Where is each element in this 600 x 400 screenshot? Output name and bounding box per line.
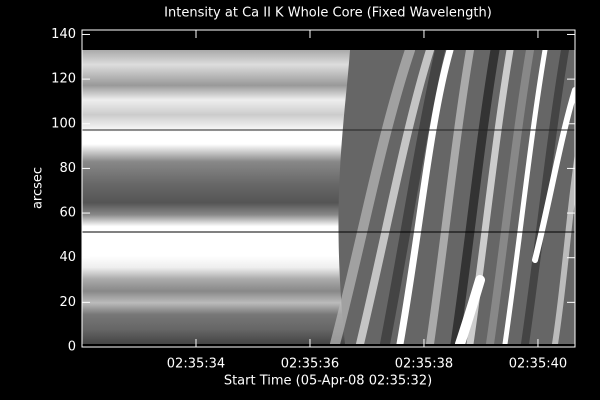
y-tick-label: 80	[59, 161, 76, 176]
y-tick-label: 0	[68, 340, 76, 355]
x-tick-label: 02:35:38	[395, 357, 453, 372]
x-axis-label: Start Time (05-Apr-08 02:35:32)	[224, 374, 432, 389]
x-tick-label: 02:35:40	[509, 357, 567, 372]
chart-title: Intensity at Ca II K Whole Core (Fixed W…	[164, 6, 492, 21]
intensity-image	[82, 50, 575, 344]
plot-frame	[81, 29, 576, 348]
y-tick-label: 60	[59, 206, 76, 221]
y-axis-label: arcsec	[31, 167, 46, 209]
x-tick-label: 02:35:34	[167, 357, 225, 372]
y-tick-label: 20	[59, 295, 76, 310]
y-tick-label: 100	[51, 116, 76, 131]
y-tick-label: 40	[59, 250, 76, 265]
y-tick-label: 120	[51, 72, 76, 87]
x-tick-label: 02:35:36	[281, 357, 339, 372]
y-tick-label: 140	[51, 27, 76, 42]
